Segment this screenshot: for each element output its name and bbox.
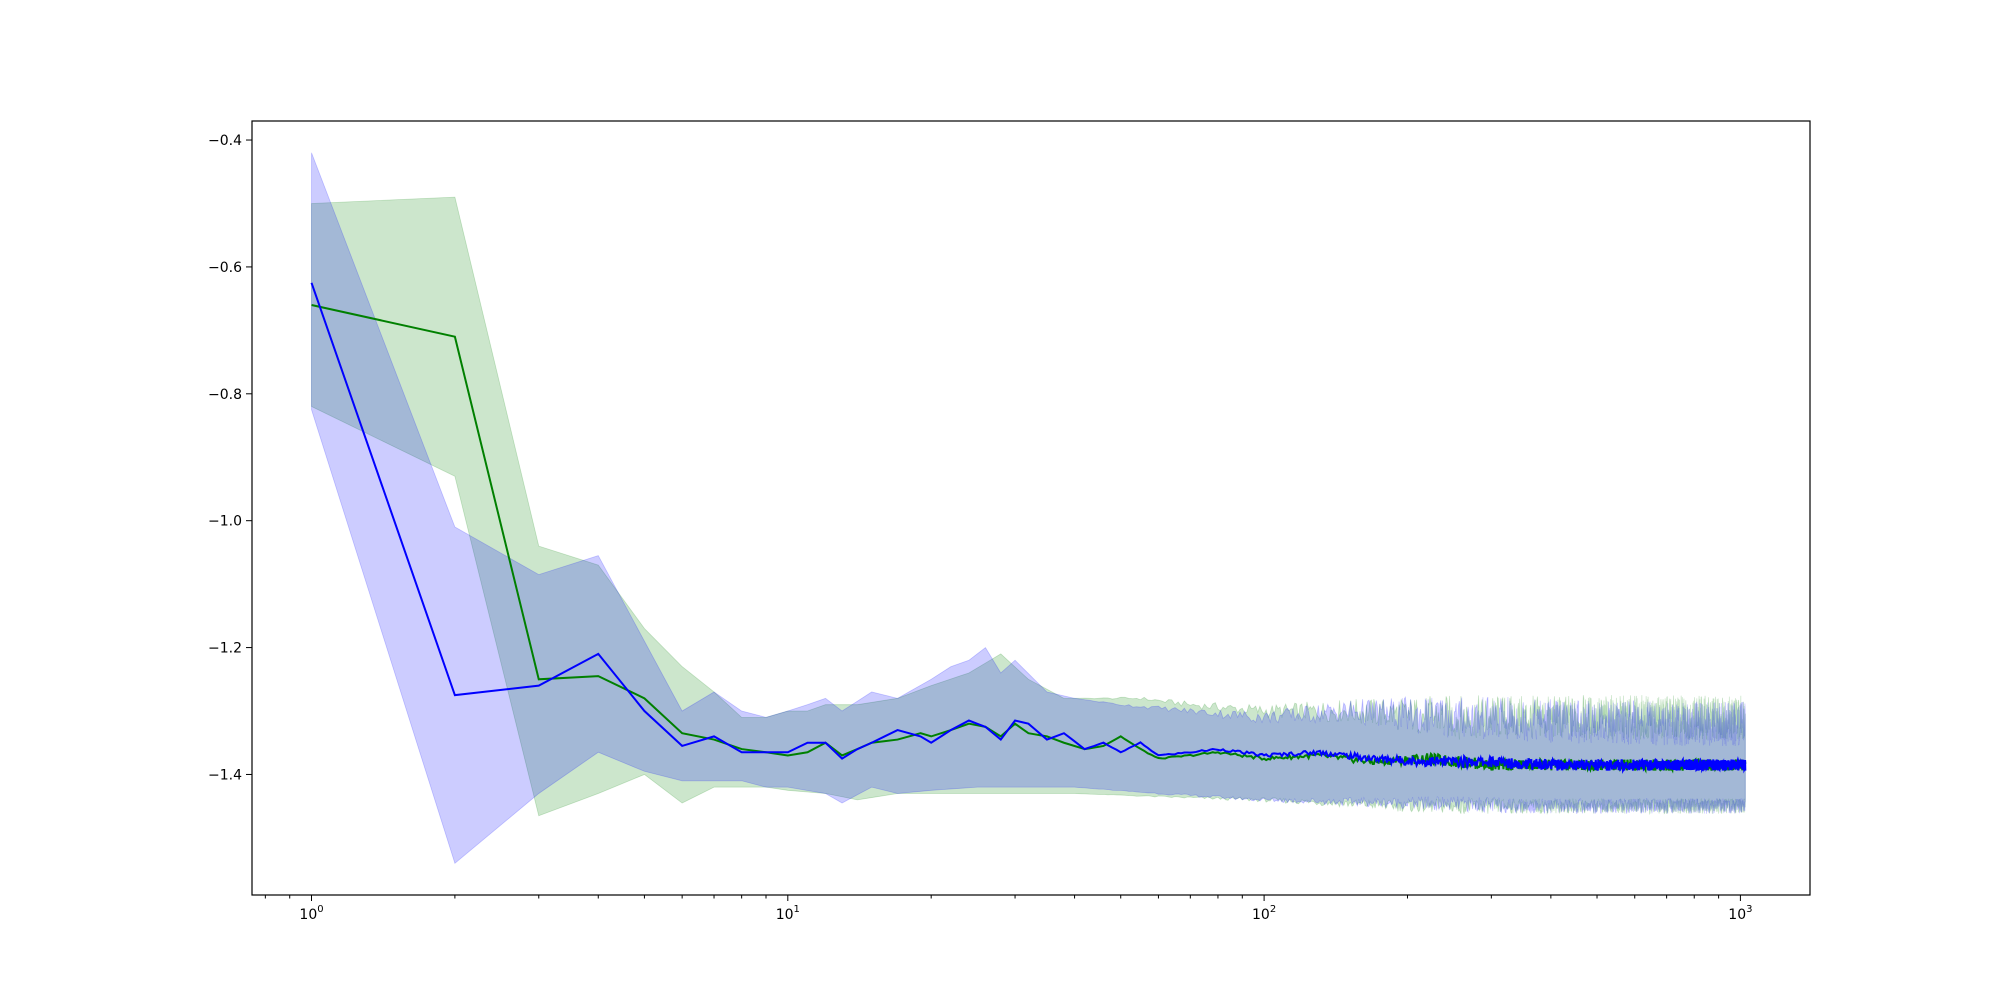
confidence-bands — [311, 152, 1746, 864]
series-2-line — [310, 282, 1747, 774]
y-tick-label: −1.2 — [208, 641, 242, 657]
series-2-band — [311, 152, 1746, 864]
y-tick-label: −0.6 — [208, 260, 242, 276]
x-tick-label: 100 — [299, 904, 323, 923]
series-lines — [310, 282, 1747, 774]
y-tick-label: −1.4 — [208, 767, 242, 783]
axes-frame — [251, 120, 1811, 896]
x-tick-label: 102 — [1252, 904, 1276, 923]
x-axis-ticks: 100 101 102 103 — [264, 895, 1753, 923]
x-tick-label: 101 — [776, 904, 800, 923]
y-tick-label: −1.0 — [208, 514, 242, 530]
y-tick-label: −0.4 — [208, 133, 242, 149]
series-1-band — [311, 196, 1746, 817]
y-tick-label: −0.8 — [208, 387, 242, 403]
y-axis-ticks: −0.4 −0.6 −0.8 −1.0 −1.2 −1.4 — [208, 133, 252, 783]
x-tick-label: 103 — [1728, 904, 1752, 923]
